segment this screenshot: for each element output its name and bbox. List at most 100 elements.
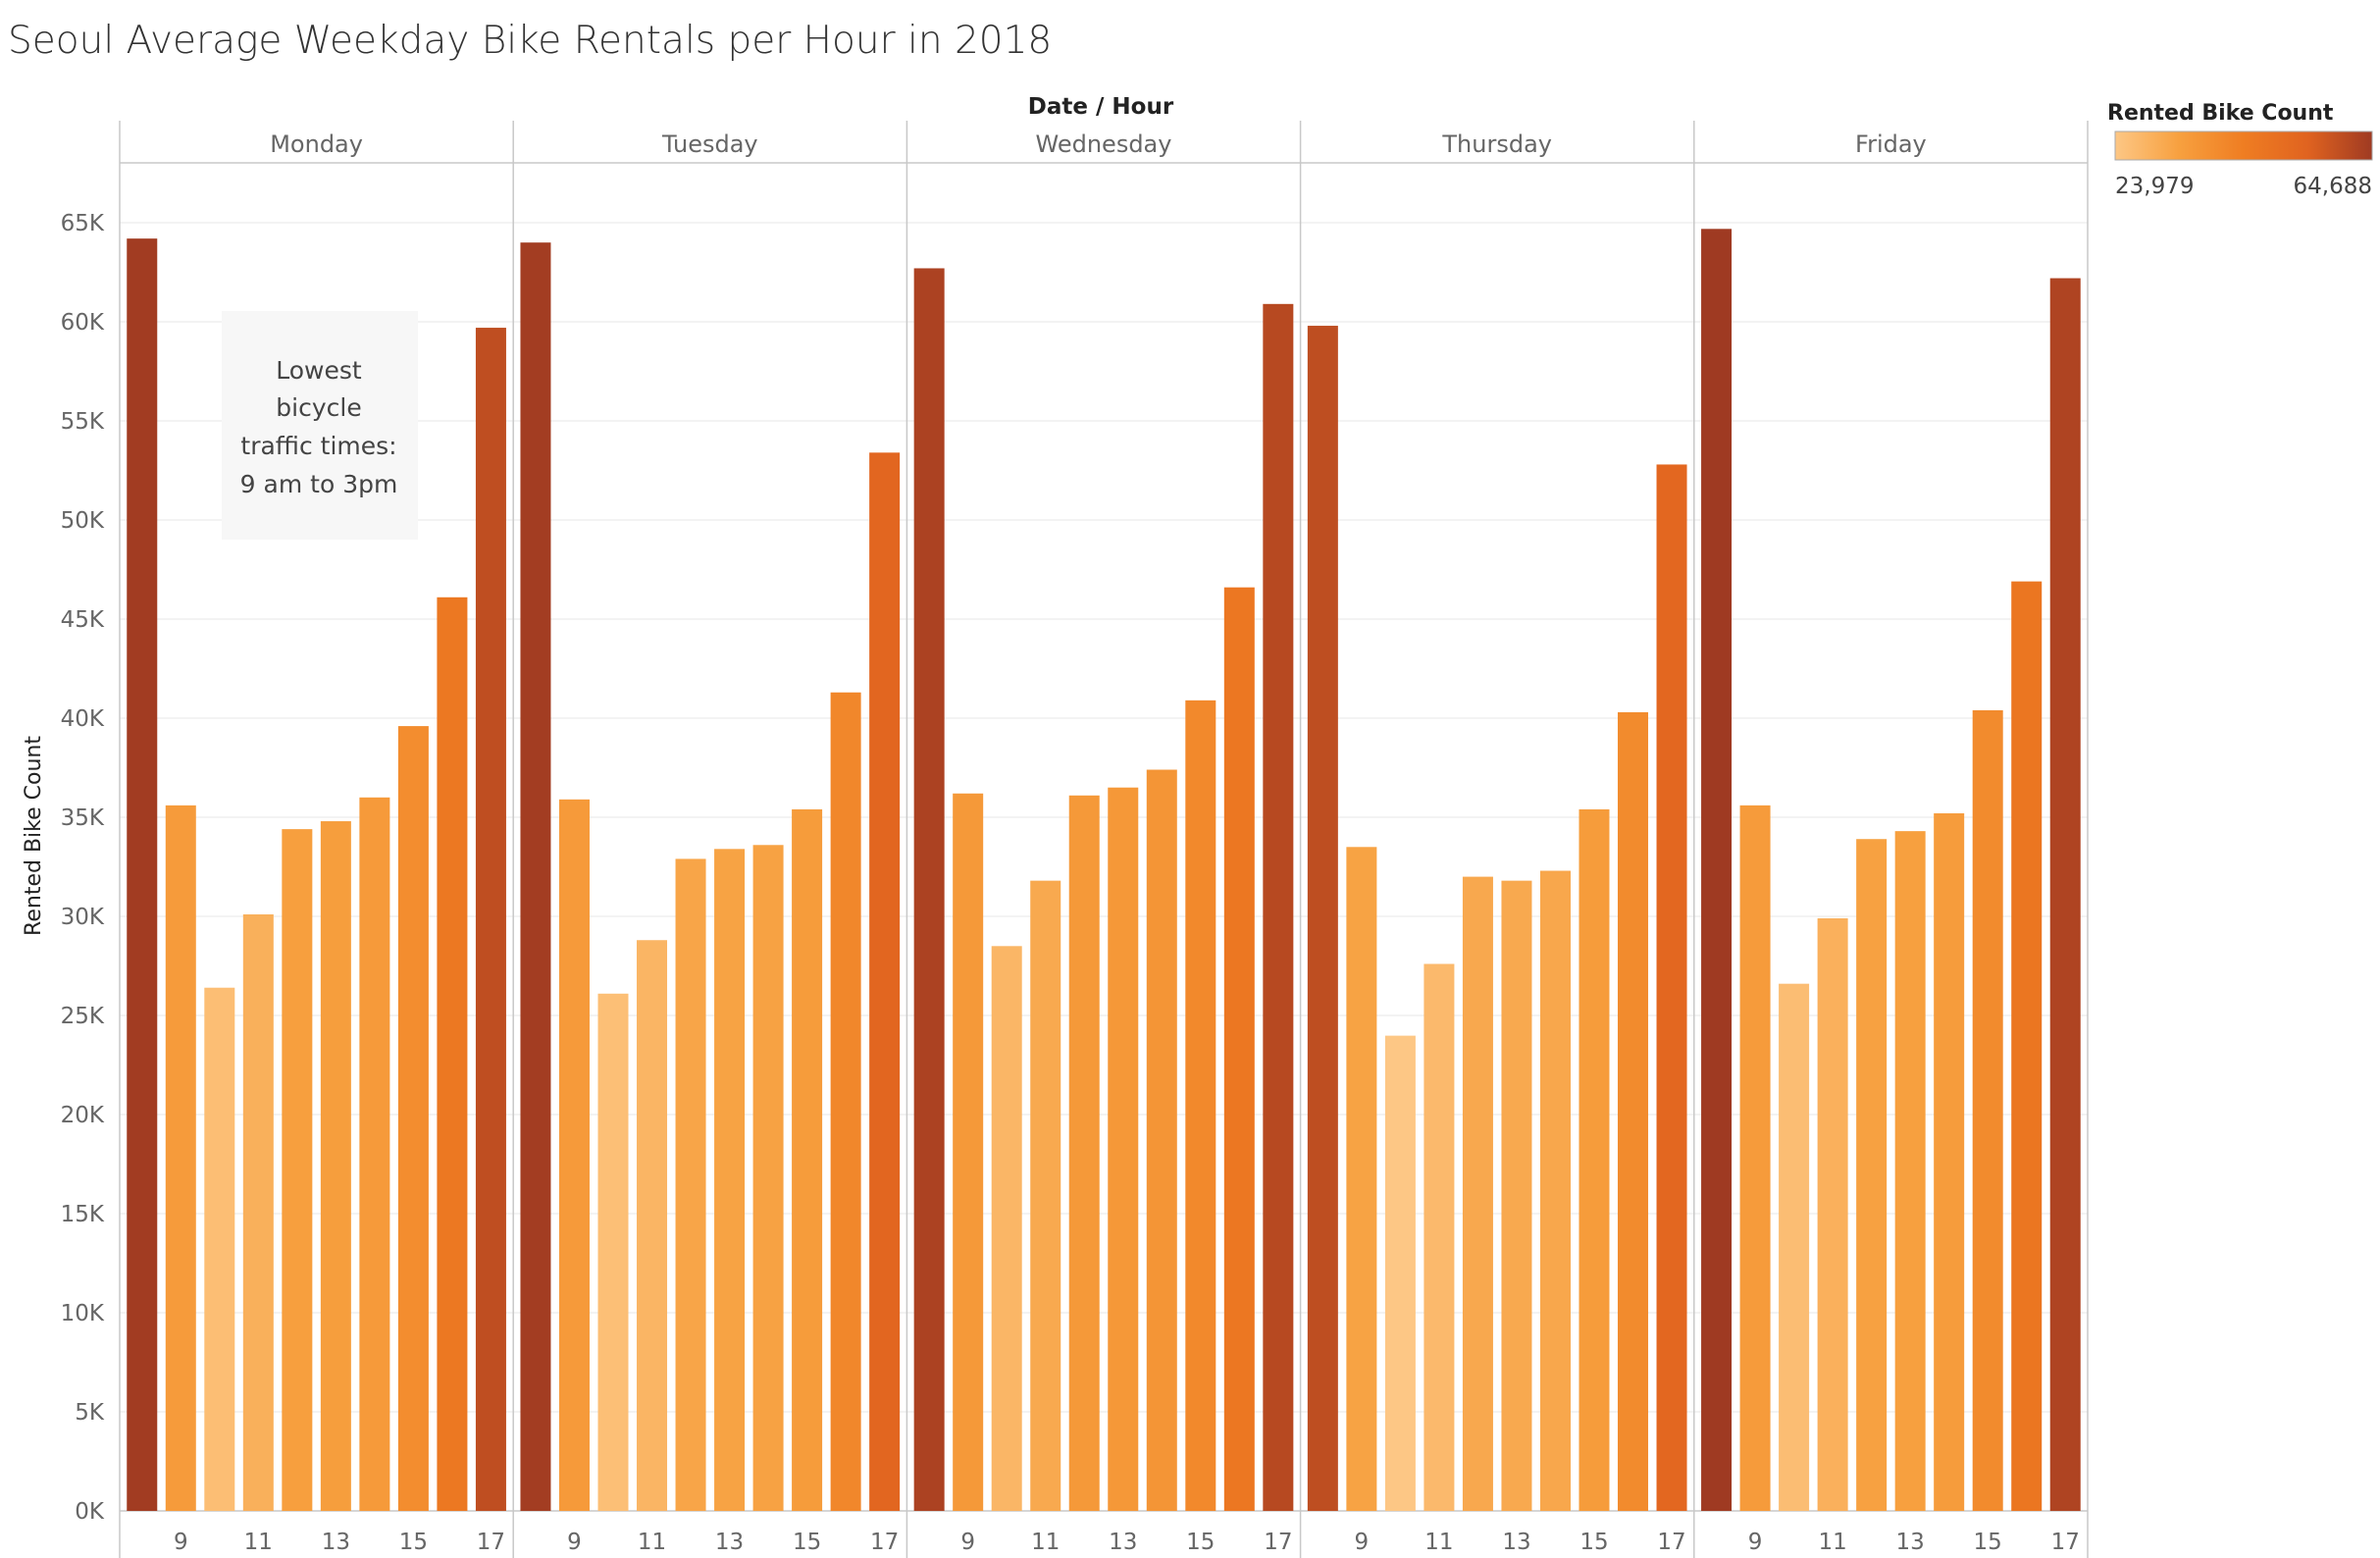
bar-monday-16 [437, 597, 468, 1511]
x-tick-label: 17 [2051, 1530, 2080, 1555]
bar-thursday-9 [1346, 847, 1377, 1511]
bar-thursday-11 [1423, 963, 1455, 1511]
annotation-line-1: Lowest [276, 356, 362, 385]
x-tick-label: 17 [1264, 1530, 1292, 1555]
bar-monday-8 [127, 238, 158, 1511]
x-tick-label: 13 [1109, 1530, 1137, 1555]
bar-thursday-12 [1462, 876, 1493, 1511]
x-tick-label: 11 [1031, 1530, 1060, 1555]
x-tick-label: 11 [244, 1530, 273, 1555]
day-header-tuesday: Tuesday [661, 130, 758, 158]
x-tick-label: 9 [567, 1530, 582, 1555]
bar-monday-14 [359, 797, 390, 1511]
y-tick-label: 50K [61, 508, 105, 534]
bar-tuesday-16 [830, 692, 861, 1511]
annotation-line-2: bicycle [276, 393, 361, 422]
y-tick-label: 35K [61, 805, 105, 831]
y-axis: 0K 5K 10K 15K 20K 25K 30K 35K 40K 45K 50K 55K 60K 65K [61, 211, 105, 1525]
bar-friday-9 [1739, 805, 1771, 1511]
y-tick-label: 60K [61, 310, 105, 336]
bar-friday-13 [1894, 831, 1926, 1511]
bar-thursday-13 [1501, 880, 1532, 1511]
y-tick-label: 15K [61, 1202, 105, 1227]
column-header: Date / Hour [1028, 94, 1174, 120]
x-tick-label: 15 [793, 1530, 821, 1555]
bar-wednesday-12 [1068, 795, 1100, 1511]
x-tick-label: 15 [399, 1530, 428, 1555]
x-tick-label: 13 [1502, 1530, 1530, 1555]
y-tick-label: 40K [61, 706, 105, 732]
bar-wednesday-8 [913, 268, 945, 1512]
day-header-monday: Monday [270, 130, 363, 158]
bar-monday-10 [204, 987, 235, 1511]
x-tick-label: 9 [960, 1530, 975, 1555]
day-header-friday: Friday [1855, 130, 1927, 158]
bar-thursday-16 [1618, 711, 1649, 1511]
legend-max-label: 64,688 [2294, 174, 2372, 199]
x-tick-label: 9 [174, 1530, 188, 1555]
bar-monday-17 [475, 328, 506, 1511]
bar-tuesday-12 [675, 858, 706, 1511]
bar-friday-8 [1701, 229, 1733, 1512]
day-headers: Monday Tuesday Wednesday Thursday Friday [270, 130, 1927, 158]
bar-monday-12 [282, 829, 313, 1511]
bar-tuesday-8 [520, 242, 551, 1512]
bar-thursday-10 [1384, 1035, 1416, 1511]
bar-thursday-14 [1539, 870, 1571, 1511]
legend-gradient-bar [2114, 130, 2373, 161]
x-tick-label: 15 [1186, 1530, 1215, 1555]
legend-min-label: 23,979 [2115, 174, 2194, 199]
y-tick-label: 45K [61, 607, 105, 633]
bar-tuesday-13 [714, 849, 746, 1511]
y-tick-label: 20K [61, 1103, 105, 1128]
color-legend: Rented Bike Count 23,979 64,688 [2107, 101, 2373, 199]
legend-title: Rented Bike Count [2107, 101, 2334, 126]
day-header-thursday: Thursday [1441, 130, 1552, 158]
x-tick-label: 17 [1657, 1530, 1685, 1555]
x-tick-label: 9 [1748, 1530, 1763, 1555]
x-tick-label: 11 [1818, 1530, 1846, 1555]
bar-wednesday-15 [1185, 700, 1216, 1511]
annotation-background [222, 311, 418, 540]
x-tick-label: 17 [870, 1530, 899, 1555]
bar-tuesday-15 [792, 808, 823, 1511]
x-tick-label: 11 [638, 1530, 666, 1555]
bar-friday-16 [2011, 581, 2043, 1511]
y-tick-label: 25K [61, 1004, 105, 1029]
bars [127, 229, 2081, 1512]
bar-wednesday-14 [1146, 769, 1177, 1511]
bar-monday-15 [397, 726, 429, 1511]
y-tick-label: 0K [75, 1499, 105, 1525]
bar-wednesday-9 [953, 793, 984, 1511]
bar-tuesday-14 [752, 845, 784, 1511]
x-tick-label: 13 [1896, 1530, 1925, 1555]
x-axis: 9 11 13 15 17 9 11 13 15 17 9 11 13 15 17 9 11 13 15 17 9 11 1… [174, 1530, 2080, 1555]
y-tick-label: 10K [61, 1301, 105, 1326]
bar-friday-10 [1779, 983, 1810, 1511]
annotation-box: Lowest bicycle traffic times: 9 am to 3p… [222, 311, 418, 540]
chart-title: Seoul Average Weekday Bike Rentals per H… [8, 19, 1052, 63]
bar-tuesday-17 [869, 452, 901, 1511]
annotation-line-3: traffic times: [240, 432, 396, 460]
x-tick-label: 13 [715, 1530, 744, 1555]
x-tick-label: 17 [477, 1530, 505, 1555]
bar-wednesday-11 [1030, 880, 1061, 1511]
y-tick-label: 65K [61, 211, 105, 236]
bar-friday-15 [1972, 709, 2003, 1511]
bar-tuesday-9 [558, 799, 590, 1511]
bar-monday-13 [320, 821, 351, 1511]
bar-friday-11 [1817, 918, 1848, 1511]
bar-wednesday-13 [1108, 787, 1139, 1511]
bar-thursday-8 [1307, 326, 1338, 1511]
bar-thursday-17 [1656, 464, 1687, 1512]
bar-tuesday-10 [597, 993, 629, 1511]
x-tick-label: 9 [1355, 1530, 1370, 1555]
bar-thursday-15 [1578, 808, 1610, 1511]
x-tick-label: 15 [1974, 1530, 2002, 1555]
x-tick-label: 15 [1579, 1530, 1608, 1555]
bar-friday-17 [2049, 278, 2081, 1511]
y-axis-label: Rented Bike Count [22, 736, 46, 936]
y-tick-label: 30K [61, 905, 105, 930]
y-tick-label: 5K [75, 1400, 105, 1426]
